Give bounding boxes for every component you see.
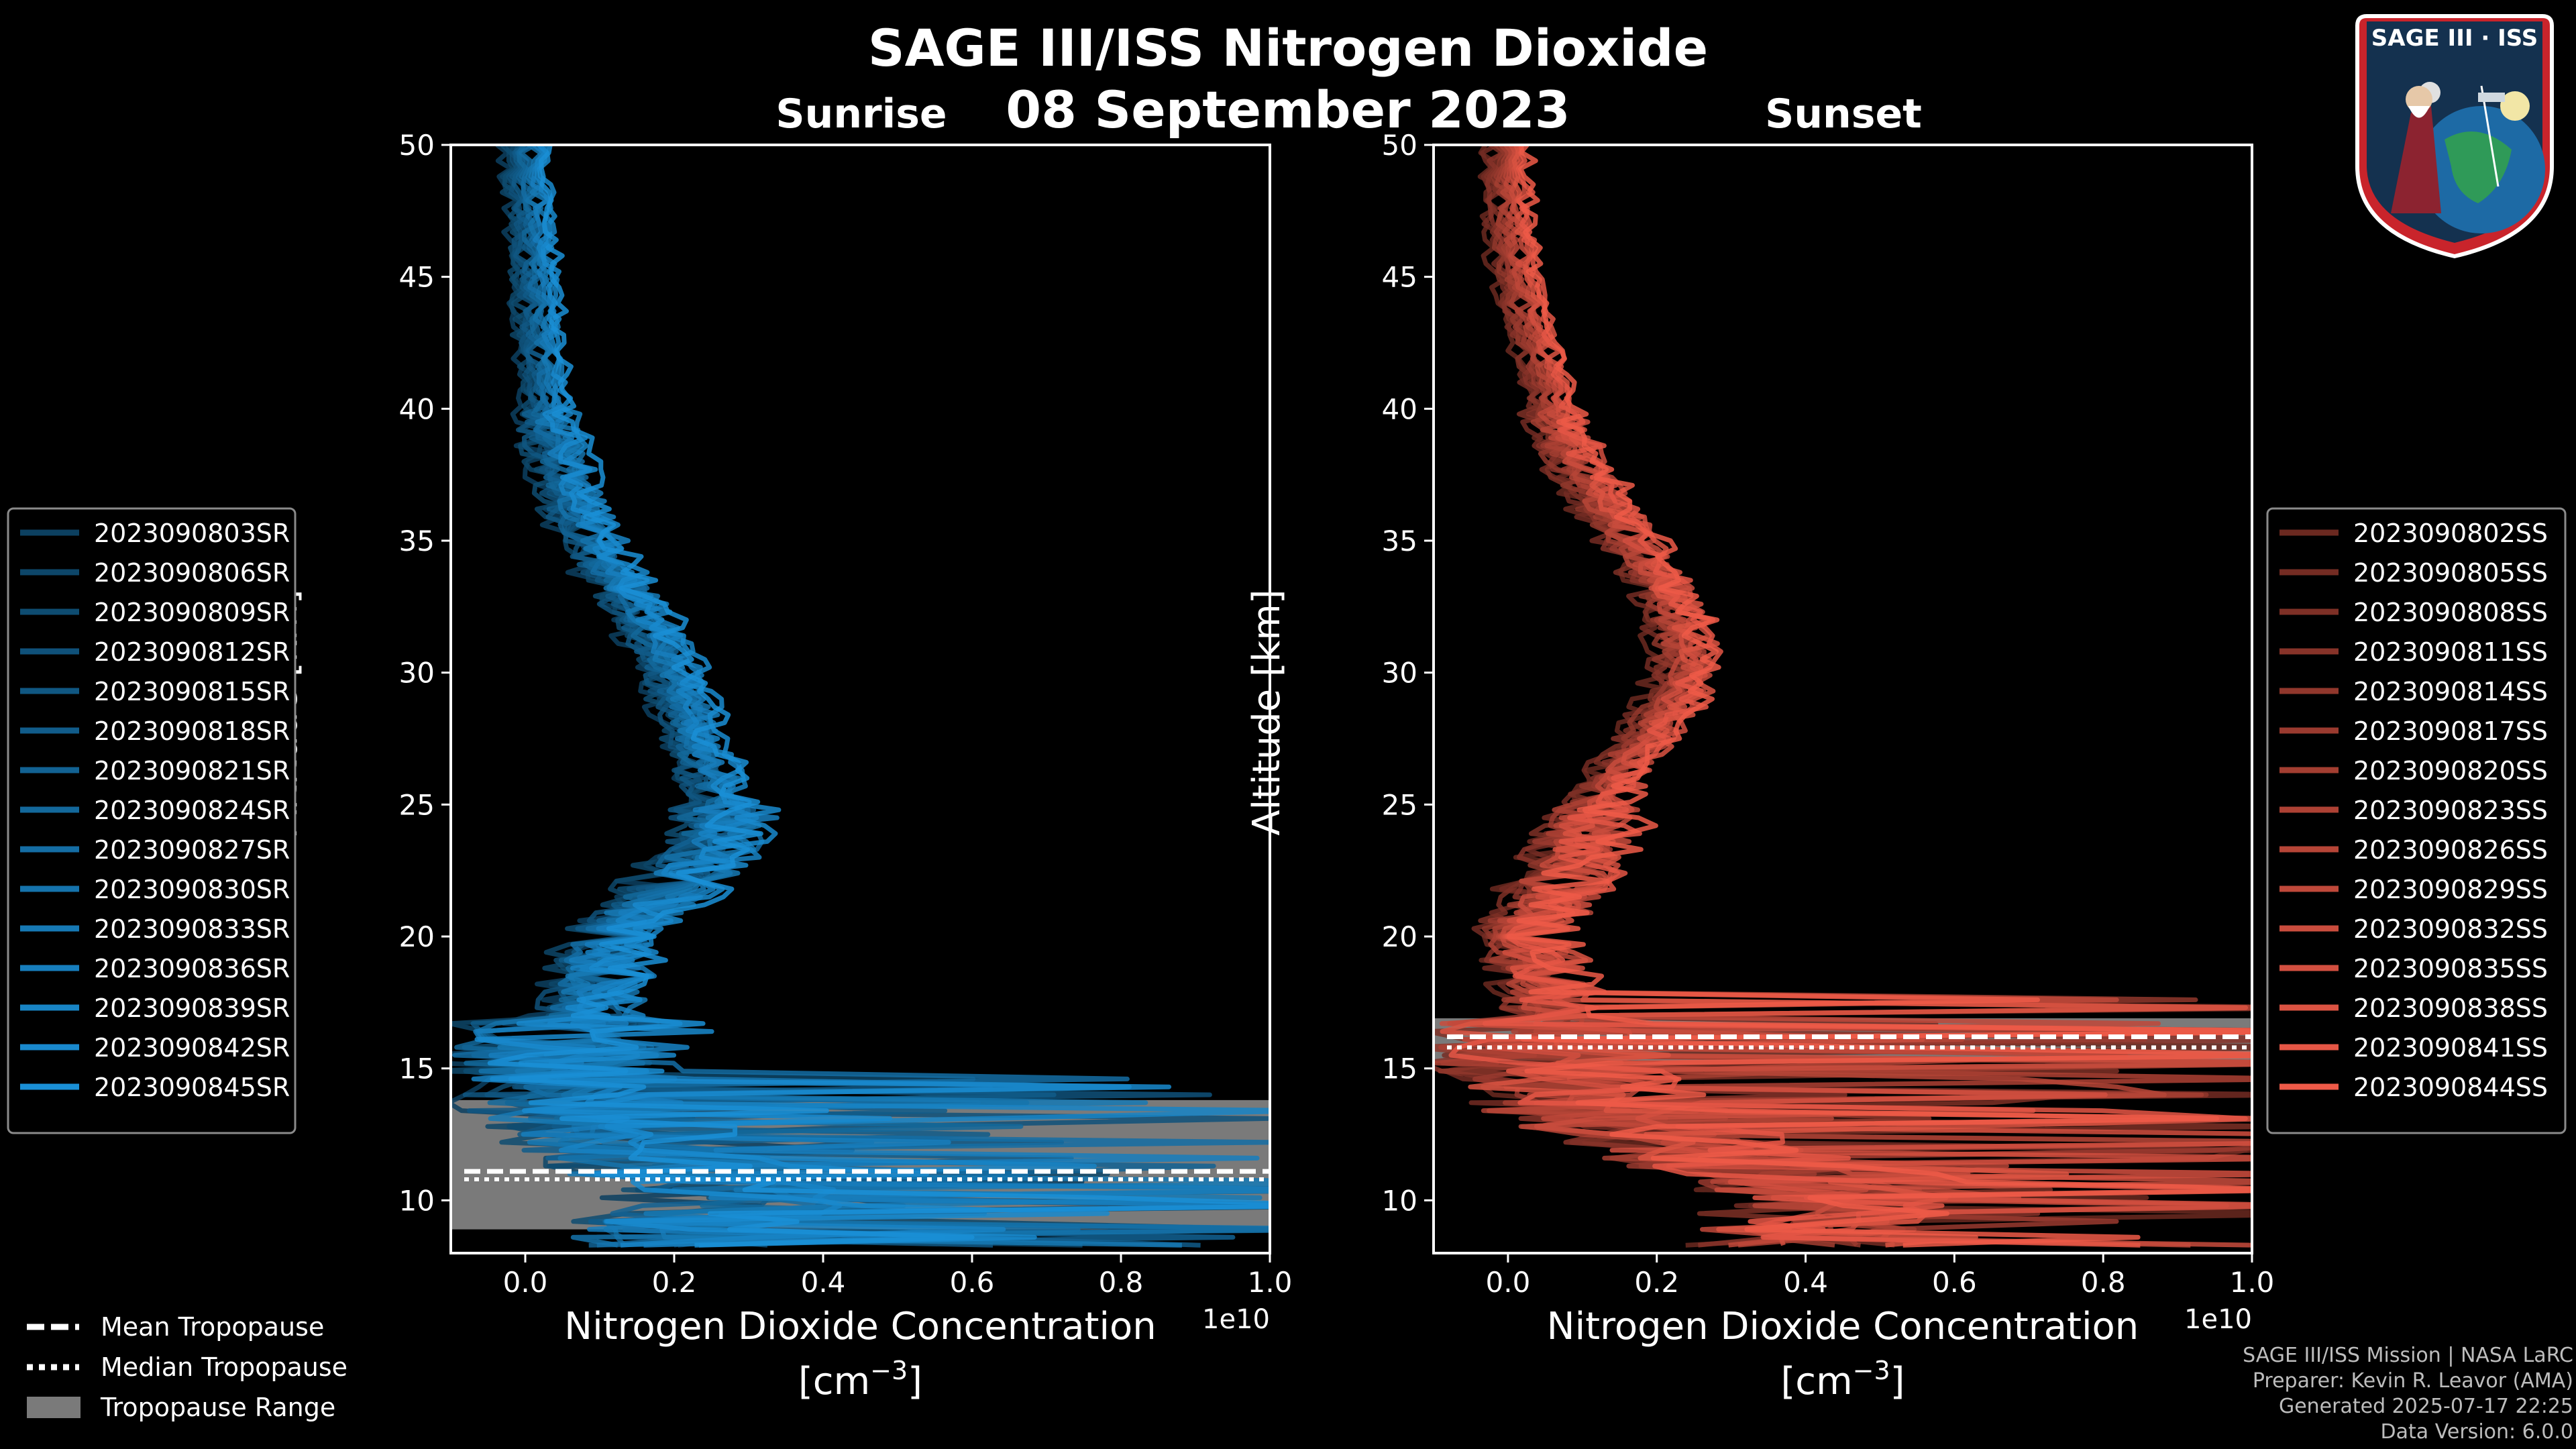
footer-preparer: Preparer: Kevin R. Leavor (AMA) — [2252, 1369, 2573, 1393]
legend-label-2023090806SR: 2023090806SR — [94, 558, 290, 588]
y-tick-label: 10 — [1382, 1184, 1417, 1217]
profile-2023090845SR — [487, 145, 1270, 1248]
legend-frame — [7, 507, 297, 1134]
y-tick-label: 50 — [1382, 129, 1417, 162]
y-tick-label: 25 — [1382, 788, 1417, 821]
y-tick-label: 30 — [399, 657, 435, 690]
x-tick-label: 0.4 — [801, 1266, 846, 1299]
plot-frame — [1432, 144, 2253, 1254]
sunrise-panel-title: Sunrise — [775, 91, 947, 138]
legend-frame — [2266, 507, 2567, 1134]
profile-2023090823SS — [1434, 145, 2252, 1248]
sage-iii-iss-logo: SAGE III · ISS — [2355, 14, 2554, 259]
legend-label-2023090835SS: 2023090835SS — [2353, 954, 2548, 983]
logo-text: SAGE III · ISS — [2371, 25, 2538, 52]
x-tick-label: 0.2 — [652, 1266, 697, 1299]
legend-label-2023090811SS: 2023090811SS — [2353, 637, 2548, 667]
y-tick-label: 30 — [1382, 657, 1417, 690]
y-tick-label: 20 — [1382, 920, 1417, 953]
x-tick-label: 0.4 — [1783, 1266, 1828, 1299]
y-tick-label: 45 — [1382, 261, 1417, 294]
x-tick-label: 1.0 — [2230, 1266, 2275, 1299]
figure-title: SAGE III/ISS Nitrogen Dioxide — [868, 18, 1708, 78]
y-tick-label: 40 — [1382, 392, 1417, 425]
y-tick-label: 15 — [399, 1053, 435, 1085]
legend-label-2023090838SS: 2023090838SS — [2353, 994, 2548, 1023]
x-tick-label: 1.0 — [1248, 1266, 1293, 1299]
x-tick-label: 0.6 — [950, 1266, 995, 1299]
footer-data-version: Data Version: 6.0.0 — [2380, 1420, 2573, 1444]
y-axis-label: Altitude [km] — [1245, 589, 1289, 835]
legend-label-2023090809SR: 2023090809SR — [94, 598, 290, 627]
median-tropopause-label: Median Tropopause — [101, 1352, 347, 1382]
y-tick-label: 15 — [1382, 1053, 1417, 1085]
legend-label-2023090827SR: 2023090827SR — [94, 835, 290, 865]
footer-generated: Generated 2025-07-17 22:25 — [2278, 1395, 2573, 1418]
legend-label-2023090841SS: 2023090841SS — [2353, 1033, 2548, 1063]
legend-label-2023090803SR: 2023090803SR — [94, 519, 290, 548]
legend-label-2023090842SR: 2023090842SR — [94, 1033, 290, 1063]
figure-date: 08 September 2023 — [1006, 80, 1570, 140]
legend-label-2023090820SS: 2023090820SS — [2353, 756, 2548, 786]
legend-label-2023090832SS: 2023090832SS — [2353, 914, 2548, 944]
tropopause-range-swatch — [27, 1397, 80, 1418]
x-tick-label: 0.0 — [1486, 1266, 1531, 1299]
legend-label-2023090830SR: 2023090830SR — [94, 875, 290, 904]
legend-label-2023090817SS: 2023090817SS — [2353, 716, 2548, 746]
legend-label-2023090812SR: 2023090812SR — [94, 637, 290, 667]
plot-frame — [449, 144, 1271, 1254]
sunset-legend: 2023090802SS 2023090805SS 2023090808SS 2023… — [2266, 507, 2567, 1134]
legend-label-2023090808SS: 2023090808SS — [2353, 598, 2548, 627]
sunset-panel-title: Sunset — [1765, 91, 1922, 138]
x-axis-units: [cm−3] — [1780, 1356, 1904, 1403]
sunset-panel: 0.0 0.2 0.4 0.6 0.8 1.0 10 15 20 25 30 35 40 45 50 1e10… — [1245, 129, 2275, 1403]
legend-label-2023090826SS: 2023090826SS — [2353, 835, 2548, 865]
x-scale-label: 1e10 — [1202, 1304, 1270, 1335]
profile-lines — [451, 145, 1270, 1248]
footer-mission: SAGE III/ISS Mission | NASA LaRC — [2243, 1344, 2573, 1367]
y-tick-label: 20 — [399, 920, 435, 953]
sunrise-legend: 2023090803SR 2023090806SR 2023090809SR 2023… — [7, 507, 297, 1134]
tropopause-range-label: Tropopause Range — [100, 1393, 335, 1422]
legend-label-2023090839SR: 2023090839SR — [94, 994, 290, 1023]
legend-label-2023090814SS: 2023090814SS — [2353, 677, 2548, 706]
legend-label-2023090815SR: 2023090815SR — [94, 677, 290, 706]
x-tick-label: 0.0 — [503, 1266, 548, 1299]
x-axis-label: Nitrogen Dioxide Concentration — [1547, 1305, 2139, 1348]
legend-label-2023090805SS: 2023090805SS — [2353, 558, 2548, 588]
x-tick-label: 0.8 — [1099, 1266, 1144, 1299]
x-axis-label: Nitrogen Dioxide Concentration — [564, 1305, 1157, 1348]
legend-label-2023090845SR: 2023090845SR — [94, 1073, 290, 1102]
footer-credits: SAGE III/ISS Mission | NASA LaRC Prepare… — [2243, 1343, 2573, 1445]
x-tick-label: 0.6 — [1932, 1266, 1977, 1299]
legend-label-2023090824SR: 2023090824SR — [94, 796, 290, 825]
y-tick-label: 10 — [399, 1184, 435, 1217]
tropopause-legend: Mean Tropopause Median Tropopause Tropop… — [27, 1312, 347, 1422]
legend-label-2023090821SR: 2023090821SR — [94, 756, 290, 786]
legend-label-2023090833SR: 2023090833SR — [94, 914, 290, 944]
y-tick-label: 35 — [399, 525, 435, 557]
legend-label-2023090836SR: 2023090836SR — [94, 954, 290, 983]
x-scale-label: 1e10 — [2184, 1304, 2252, 1335]
x-tick-label: 0.2 — [1634, 1266, 1679, 1299]
x-axis-units: [cm−3] — [798, 1356, 922, 1403]
y-tick-label: 25 — [399, 788, 435, 821]
y-tick-label: 45 — [399, 261, 435, 294]
legend-label-2023090818SR: 2023090818SR — [94, 716, 290, 746]
legend-label-2023090829SS: 2023090829SS — [2353, 875, 2548, 904]
y-tick-label: 50 — [399, 129, 435, 162]
y-tick-label: 40 — [399, 392, 435, 425]
x-tick-label: 0.8 — [2081, 1266, 2126, 1299]
mean-tropopause-label: Mean Tropopause — [101, 1312, 324, 1342]
sunrise-panel: 0.0 0.2 0.4 0.6 0.8 1.0 10 15 20 25 30 35 40 45 50 1e10… — [262, 129, 1293, 1403]
profile-lines — [1434, 145, 2252, 1248]
legend-label-2023090802SS: 2023090802SS — [2353, 519, 2548, 548]
legend-label-2023090823SS: 2023090823SS — [2353, 796, 2548, 825]
profile-2023090844SS — [1506, 145, 2252, 1248]
legend-label-2023090844SS: 2023090844SS — [2353, 1073, 2548, 1102]
y-tick-label: 35 — [1382, 525, 1417, 557]
